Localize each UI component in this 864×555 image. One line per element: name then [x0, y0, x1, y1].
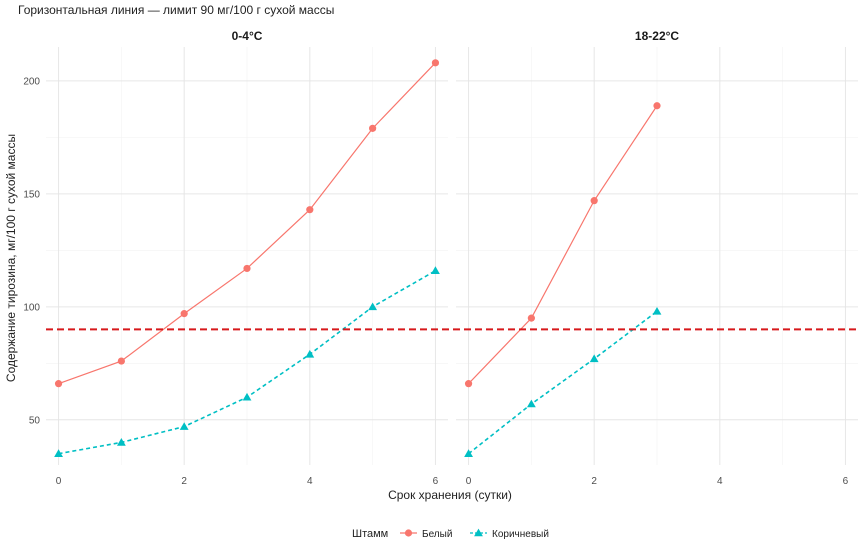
panel-title: 0-4°C [232, 29, 263, 43]
series-line-brown [468, 310, 658, 455]
data-point [368, 302, 378, 311]
x-tick-label: 4 [307, 476, 313, 487]
chart-panels: 0-4°C 0 2 4 6 50 100 150 200 18-22°C 0 2 4 6 [23, 29, 858, 487]
y-axis-label: Содержание тирозина, мг/100 г сухой масс… [4, 134, 18, 382]
data-point [369, 124, 377, 132]
data-point [306, 206, 314, 214]
legend-key [400, 529, 417, 537]
y-tick-label: 150 [23, 189, 40, 200]
data-point [527, 314, 535, 322]
panel-title: 18-22°C [635, 29, 679, 43]
data-point [431, 266, 440, 274]
y-tick-label: 200 [23, 76, 40, 87]
data-point [179, 422, 189, 430]
x-tick-label: 2 [591, 476, 597, 487]
data-point [54, 449, 63, 458]
y-tick-label: 50 [29, 415, 41, 426]
x-tick-label: 4 [717, 476, 723, 487]
data-point [464, 380, 473, 388]
data-point [54, 380, 63, 388]
legend-key [470, 528, 487, 537]
legend-title: Штамм [352, 528, 388, 540]
x-tick-label: 2 [181, 476, 187, 487]
panel-0: 0-4°C 0 2 4 6 50 100 150 200 [23, 29, 448, 487]
data-point [305, 349, 315, 358]
x-axis-label: Срок хранения (сутки) [388, 488, 512, 502]
chart-title: Горизонтальная линия — лимит 90 мг/100 г… [18, 3, 334, 17]
data-point [180, 310, 188, 318]
data-point [653, 102, 661, 110]
legend-label: Белый [422, 529, 452, 540]
data-point [652, 306, 662, 315]
data-point [590, 197, 598, 205]
panel-1: 18-22°C 0 2 4 6 [456, 29, 858, 487]
data-point [117, 357, 125, 365]
y-tick-label: 100 [23, 302, 40, 313]
x-tick-label: 6 [433, 476, 439, 487]
data-point [242, 392, 252, 401]
x-tick-label: 0 [466, 476, 472, 487]
data-point [526, 399, 536, 408]
data-point [589, 354, 599, 363]
legend-label: Коричневый [492, 529, 549, 540]
x-tick-label: 0 [56, 476, 62, 487]
series-line-white [468, 105, 658, 385]
legend: Штамм Белый Коричневый [352, 528, 549, 540]
data-point [431, 59, 440, 67]
data-point [243, 264, 251, 273]
data-point [116, 438, 126, 446]
x-tick-label: 6 [843, 476, 849, 487]
data-point [464, 449, 473, 458]
